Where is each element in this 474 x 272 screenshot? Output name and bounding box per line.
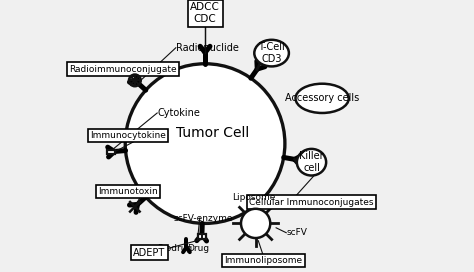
- Bar: [107, 150, 115, 154]
- Text: Tumor Cell: Tumor Cell: [176, 126, 250, 140]
- Text: Drug: Drug: [187, 244, 210, 253]
- Text: ADEPT: ADEPT: [133, 248, 165, 258]
- Text: Radioimmunoconjugate: Radioimmunoconjugate: [69, 64, 176, 73]
- Text: Radionuclide: Radionuclide: [176, 43, 239, 53]
- Ellipse shape: [254, 40, 289, 66]
- Text: Immunocytokine: Immunocytokine: [90, 131, 166, 140]
- Text: scFV-enzyme: scFV-enzyme: [173, 214, 233, 222]
- Text: Prodrug: Prodrug: [157, 244, 192, 253]
- Text: ADCC
CDC: ADCC CDC: [190, 2, 220, 24]
- Text: scFV: scFV: [286, 228, 307, 237]
- Text: Immunoliposome: Immunoliposome: [225, 256, 303, 265]
- Ellipse shape: [296, 84, 349, 113]
- Ellipse shape: [297, 149, 326, 175]
- Text: Cellular Immunoconjugates: Cellular Immunoconjugates: [249, 198, 374, 207]
- Circle shape: [125, 64, 285, 223]
- Text: Accessory cells: Accessory cells: [285, 93, 359, 103]
- Text: Liposome: Liposome: [233, 193, 276, 202]
- Circle shape: [241, 209, 270, 238]
- Bar: [198, 234, 206, 239]
- Text: Cytokine: Cytokine: [157, 108, 200, 118]
- Text: T-Cell
CD3: T-Cell CD3: [258, 42, 285, 64]
- Text: Killer
cell: Killer cell: [299, 152, 324, 173]
- Text: Immunotoxin: Immunotoxin: [98, 187, 158, 196]
